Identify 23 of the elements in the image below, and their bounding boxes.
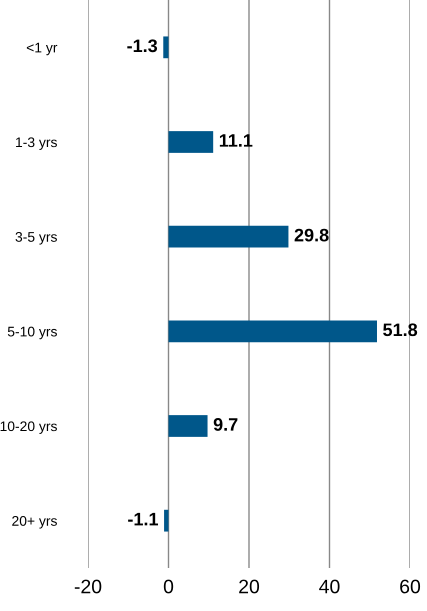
x-tick-label: 20 (239, 580, 260, 594)
data-label: 11.1 (220, 134, 252, 147)
y-tick-label: 3-5 yrs (16, 232, 57, 245)
x-tick-label: -20 (74, 580, 102, 594)
data-label: 51.8 (383, 323, 418, 336)
bar (168, 226, 288, 248)
bar (168, 415, 208, 437)
y-tick-label: <1 yr (26, 42, 58, 56)
bar (163, 36, 168, 58)
x-tick-label: 0 (164, 580, 174, 594)
bar (164, 510, 168, 532)
data-label: 29.8 (294, 228, 329, 242)
y-tick-label: 5-10 yrs (8, 326, 57, 340)
y-tick-label: 20+ yrs (12, 516, 57, 529)
x-tick-label: 40 (319, 580, 340, 594)
x-tick-label: 60 (400, 580, 420, 594)
y-tick-label: 1-3 yrs (16, 137, 57, 150)
data-label: 9.7 (214, 418, 238, 431)
data-label: -1.1 (128, 512, 158, 526)
y-tick-label: 10-20 yrs (0, 421, 57, 434)
bar (168, 320, 377, 342)
data-label: -1.3 (127, 39, 158, 52)
bar (168, 131, 214, 153)
